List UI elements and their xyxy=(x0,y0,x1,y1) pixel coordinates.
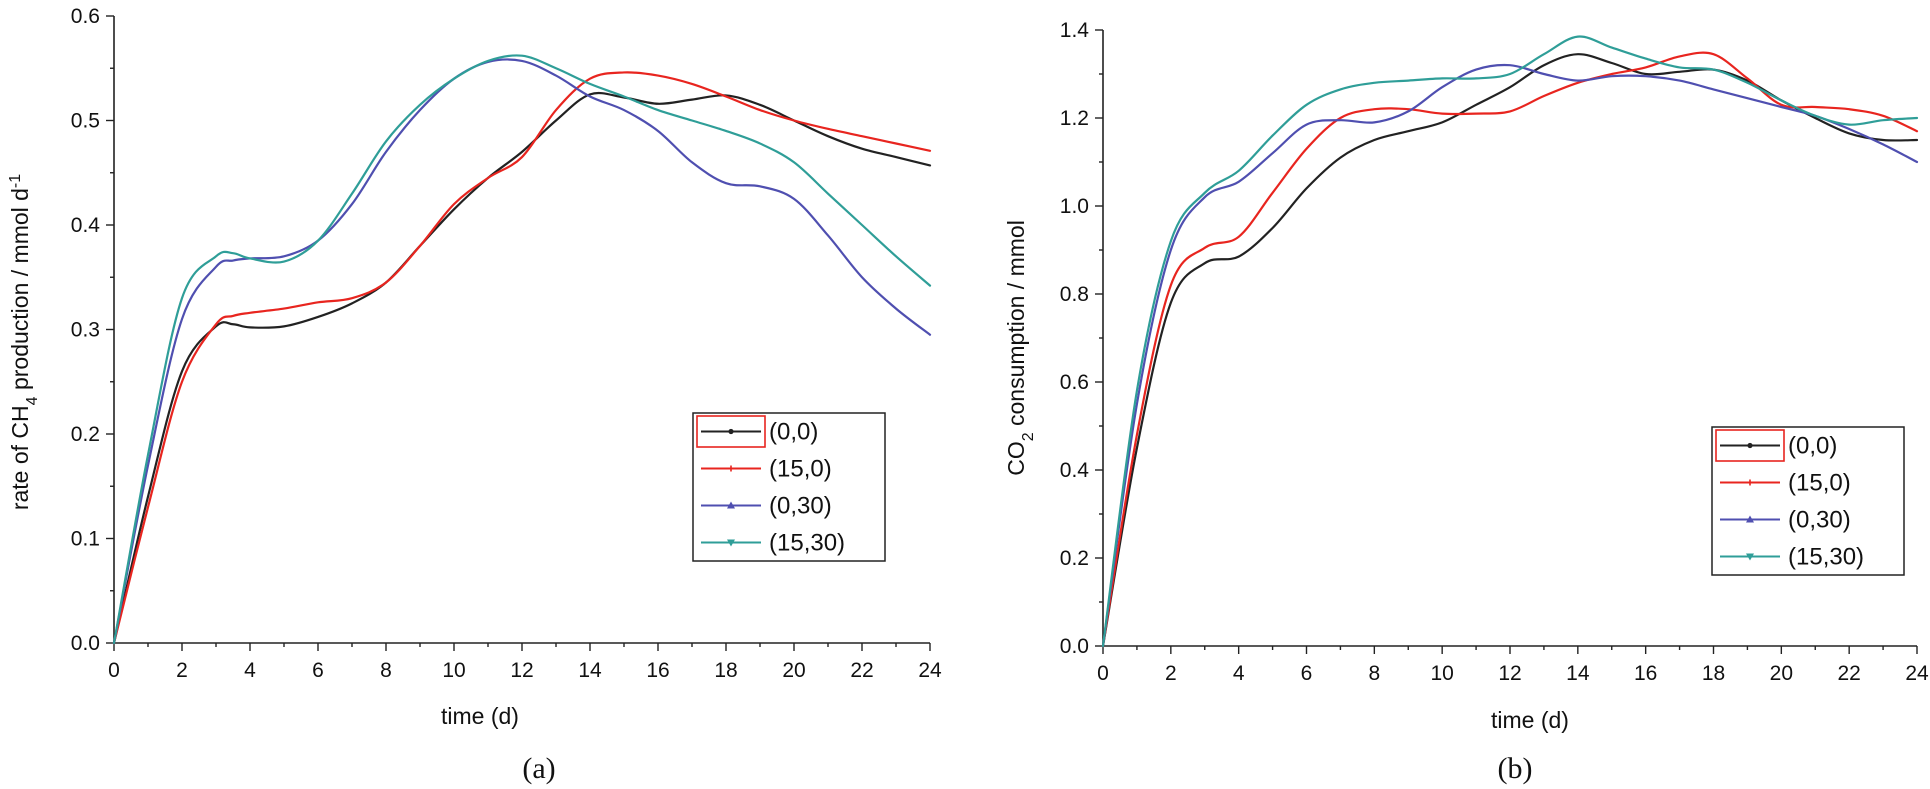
x-tick-label: 12 xyxy=(510,659,533,682)
x-tick-label: 24 xyxy=(918,659,942,682)
x-tick-label: 2 xyxy=(176,659,188,682)
x-tick-label: 14 xyxy=(578,659,602,682)
y-tick-label: 0.2 xyxy=(1060,547,1089,570)
plot-area: 0 2 4 6 8 10 12 14 16 18 20 22 240.00.20.40.60.81.01… xyxy=(1060,19,1929,685)
x-tick-label: 4 xyxy=(1233,662,1245,685)
x-axis-label: time (d) xyxy=(1491,707,1569,733)
x-tick-label: 22 xyxy=(1837,662,1860,685)
legend-label: (15,0) xyxy=(1788,470,1851,497)
y-tick-label: 0.5 xyxy=(71,110,100,133)
y-tick-label: 0.0 xyxy=(1060,635,1089,658)
legend-marker xyxy=(728,428,734,435)
x-tick-label: 4 xyxy=(244,659,256,682)
legend-marker xyxy=(1747,479,1753,486)
legend-marker xyxy=(728,465,734,472)
y-tick-label: 0.4 xyxy=(1060,459,1090,482)
series-line xyxy=(1101,63,1919,648)
y-tick-label: 0.2 xyxy=(71,423,100,446)
x-tick-label: 10 xyxy=(1430,662,1453,685)
chart-panel-b: 0 2 4 6 8 10 12 14 16 18 20 22 240.00.20.40.60.81.01… xyxy=(1003,19,1929,785)
y-tick-label: 0.3 xyxy=(71,319,100,342)
x-tick-label: 18 xyxy=(1702,662,1725,685)
legend-box xyxy=(1711,426,1905,576)
chart-panel-a: 0 2 4 6 8 10 12 14 16 18 20 22 240.00.10.20.30.40.50… xyxy=(7,5,942,785)
legend-marker xyxy=(1746,515,1754,523)
legend-label: (0,30) xyxy=(769,493,832,520)
x-tick-label: 20 xyxy=(782,659,805,682)
legend: (0,0) (15,0) (0,30) (15,30) xyxy=(692,412,886,562)
legend-marker xyxy=(727,501,735,509)
y-tick-label: 0.6 xyxy=(71,5,100,28)
y-tick-label: 0.6 xyxy=(1060,371,1089,394)
series-line xyxy=(1101,35,1919,648)
x-tick-label: 22 xyxy=(850,659,873,682)
x-tick-label: 16 xyxy=(646,659,669,682)
x-tick-label: 6 xyxy=(1301,662,1313,685)
x-tick-label: 14 xyxy=(1566,662,1590,685)
y-tick-label: 0.0 xyxy=(71,632,100,655)
series-line xyxy=(112,71,932,645)
y-tick-label: 0.1 xyxy=(71,528,100,551)
x-tick-label: 8 xyxy=(1368,662,1380,685)
legend-highlight xyxy=(1715,429,1785,462)
legend-label: (15,30) xyxy=(769,530,845,557)
legend-label: (0,0) xyxy=(1788,433,1837,460)
x-tick-label: 0 xyxy=(108,659,120,682)
x-tick-label: 18 xyxy=(714,659,737,682)
plot-area: 0 2 4 6 8 10 12 14 16 18 20 22 240.00.10.20.30.40.50… xyxy=(71,5,942,682)
y-axis-label: CO2 consumption / mmol xyxy=(1003,220,1037,476)
y-tick-label: 1.0 xyxy=(1060,195,1089,218)
legend-label: (0,30) xyxy=(1788,507,1851,534)
x-tick-label: 20 xyxy=(1770,662,1793,685)
panel-caption: (a) xyxy=(522,752,555,785)
legend-marker xyxy=(1746,553,1754,561)
legend-marker xyxy=(727,539,735,547)
x-tick-label: 10 xyxy=(442,659,465,682)
y-axis-label: rate of CH4 production / mmol d-1 xyxy=(7,174,41,510)
series-line xyxy=(112,54,932,645)
x-tick-label: 0 xyxy=(1097,662,1109,685)
legend-highlight xyxy=(696,415,766,448)
x-tick-label: 12 xyxy=(1498,662,1521,685)
x-tick-label: 2 xyxy=(1165,662,1177,685)
x-tick-label: 16 xyxy=(1634,662,1657,685)
legend-label: (15,30) xyxy=(1788,544,1864,571)
legend-box xyxy=(692,412,886,562)
y-tick-label: 0.4 xyxy=(71,214,101,237)
legend: (0,0) (15,0) (0,30) (15,30) xyxy=(1711,426,1905,576)
legend-marker xyxy=(1747,442,1753,449)
series-line xyxy=(1101,51,1919,648)
x-tick-label: 6 xyxy=(312,659,324,682)
x-tick-label: 24 xyxy=(1905,662,1929,685)
y-tick-label: 1.4 xyxy=(1060,19,1090,42)
y-tick-label: 0.8 xyxy=(1060,283,1089,306)
x-tick-label: 8 xyxy=(380,659,392,682)
x-axis-label: time (d) xyxy=(441,703,519,729)
legend-label: (0,0) xyxy=(769,419,818,446)
legend-label: (15,0) xyxy=(769,456,832,483)
y-tick-label: 1.2 xyxy=(1060,107,1089,130)
panel-caption: (b) xyxy=(1498,752,1533,785)
